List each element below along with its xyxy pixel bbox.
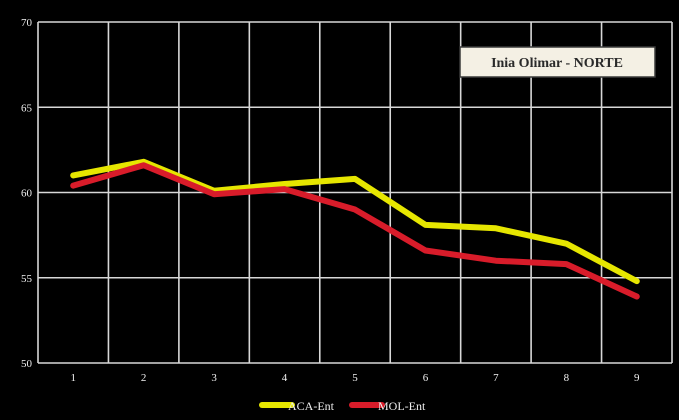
data-point-mol-ent xyxy=(494,259,498,263)
data-point-mol-ent xyxy=(353,208,357,212)
legend: ACA-Ent MOL-Ent xyxy=(259,399,426,413)
data-point-aca-ent xyxy=(494,226,498,230)
data-point-aca-ent xyxy=(353,177,357,181)
data-point-mol-ent xyxy=(423,248,427,252)
data-point-mol-ent xyxy=(212,192,216,196)
data-point-aca-ent xyxy=(71,173,75,177)
data-point-mol-ent xyxy=(71,184,75,188)
legend-label-mol-ent: MOL-Ent xyxy=(378,399,426,413)
x-tick-label: 7 xyxy=(493,372,499,384)
chart-title: Inia Olimar - NORTE xyxy=(491,56,623,71)
y-tick-label: 55 xyxy=(21,273,33,285)
chart-title-box: Inia Olimar - NORTE xyxy=(459,46,656,78)
data-point-mol-ent xyxy=(142,163,146,167)
legend-label-aca-ent: ACA-Ent xyxy=(288,399,335,413)
series-layer xyxy=(70,158,640,300)
data-point-aca-ent xyxy=(283,182,287,186)
y-tick-label: 60 xyxy=(21,188,33,200)
x-tick-label: 5 xyxy=(352,372,358,384)
chart-title-background xyxy=(459,46,656,78)
x-tick-label: 4 xyxy=(282,372,288,384)
grid-layer xyxy=(37,21,673,364)
x-tick-label: 2 xyxy=(141,372,147,384)
x-tick-label: 6 xyxy=(423,372,429,384)
x-tick-label: 9 xyxy=(634,372,640,384)
data-point-mol-ent xyxy=(564,262,568,266)
axis-labels: 50 55 60 65 70 1 2 3 4 5 6 7 8 9 xyxy=(21,17,640,384)
data-point-mol-ent xyxy=(283,187,287,191)
x-tick-label: 3 xyxy=(211,372,217,384)
y-tick-label: 70 xyxy=(21,17,33,29)
y-tick-label: 50 xyxy=(21,358,33,370)
x-tick-label: 1 xyxy=(70,372,76,384)
data-point-mol-ent xyxy=(635,295,639,299)
data-point-aca-ent xyxy=(564,242,568,246)
x-tick-label: 8 xyxy=(564,372,570,384)
y-tick-label: 65 xyxy=(21,102,33,114)
data-point-aca-ent xyxy=(423,223,427,227)
data-point-aca-ent xyxy=(635,279,639,283)
